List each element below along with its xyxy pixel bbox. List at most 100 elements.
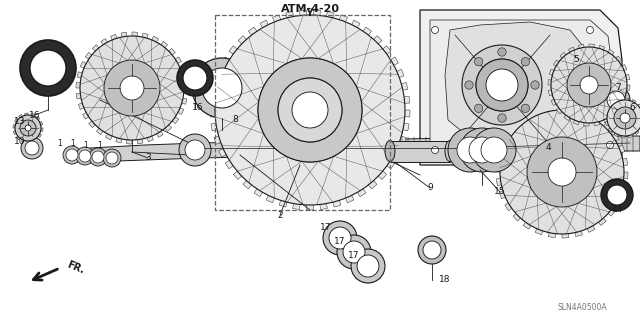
Wedge shape: [562, 172, 582, 237]
Circle shape: [21, 137, 43, 159]
Wedge shape: [85, 52, 132, 88]
Wedge shape: [225, 110, 310, 169]
Wedge shape: [229, 46, 310, 110]
Wedge shape: [127, 88, 132, 144]
Wedge shape: [562, 123, 611, 172]
Circle shape: [192, 58, 252, 118]
Text: 9: 9: [427, 183, 433, 192]
Circle shape: [498, 114, 506, 122]
Wedge shape: [625, 98, 629, 118]
Wedge shape: [243, 110, 310, 189]
Wedge shape: [310, 110, 387, 180]
Wedge shape: [132, 33, 148, 88]
Wedge shape: [614, 118, 625, 137]
Wedge shape: [625, 118, 633, 137]
Text: 3: 3: [145, 153, 151, 162]
Wedge shape: [562, 172, 622, 205]
Wedge shape: [573, 85, 589, 125]
Polygon shape: [420, 10, 622, 165]
Wedge shape: [219, 110, 310, 157]
Circle shape: [351, 249, 385, 283]
Text: SLN4A0500A: SLN4A0500A: [557, 303, 607, 313]
Wedge shape: [562, 133, 619, 172]
Circle shape: [448, 128, 492, 172]
Circle shape: [337, 235, 371, 269]
Circle shape: [465, 81, 473, 89]
Wedge shape: [605, 114, 625, 118]
Circle shape: [462, 45, 542, 125]
Circle shape: [418, 236, 446, 264]
Circle shape: [586, 26, 593, 33]
Wedge shape: [92, 45, 132, 88]
Wedge shape: [234, 110, 310, 180]
Text: 14: 14: [612, 205, 624, 214]
Wedge shape: [621, 118, 625, 138]
Wedge shape: [310, 27, 372, 110]
Circle shape: [177, 60, 213, 96]
Text: 17: 17: [348, 251, 360, 261]
Wedge shape: [216, 69, 310, 110]
Wedge shape: [548, 85, 589, 96]
Wedge shape: [310, 20, 360, 110]
Circle shape: [25, 125, 31, 131]
Wedge shape: [625, 118, 640, 129]
Wedge shape: [28, 116, 40, 128]
Circle shape: [66, 149, 78, 161]
Wedge shape: [132, 48, 175, 88]
Wedge shape: [589, 56, 621, 85]
Wedge shape: [310, 36, 382, 110]
Wedge shape: [212, 82, 310, 110]
Circle shape: [607, 142, 614, 149]
Wedge shape: [562, 106, 576, 172]
Wedge shape: [529, 112, 562, 172]
Wedge shape: [132, 88, 187, 104]
Circle shape: [104, 60, 160, 116]
Circle shape: [607, 91, 625, 109]
Circle shape: [607, 100, 640, 136]
Wedge shape: [132, 57, 181, 88]
Circle shape: [215, 15, 405, 205]
Wedge shape: [132, 77, 188, 88]
Circle shape: [602, 86, 630, 114]
Wedge shape: [273, 15, 310, 110]
Wedge shape: [132, 88, 143, 144]
Circle shape: [423, 241, 441, 259]
Wedge shape: [562, 172, 628, 179]
Wedge shape: [254, 110, 310, 197]
Text: 17: 17: [320, 224, 332, 233]
Wedge shape: [28, 128, 37, 142]
Wedge shape: [286, 11, 310, 110]
Wedge shape: [549, 69, 589, 85]
Wedge shape: [513, 172, 562, 221]
Text: 16: 16: [29, 110, 41, 120]
Wedge shape: [505, 172, 562, 211]
Circle shape: [431, 26, 438, 33]
Wedge shape: [28, 122, 43, 128]
Wedge shape: [15, 119, 28, 128]
Text: 15: 15: [494, 188, 506, 197]
Wedge shape: [214, 110, 310, 144]
Wedge shape: [579, 44, 589, 85]
Text: ATM-4-20: ATM-4-20: [280, 4, 339, 14]
Wedge shape: [589, 85, 625, 110]
Wedge shape: [502, 139, 562, 172]
Circle shape: [25, 141, 39, 155]
Text: 4: 4: [545, 144, 551, 152]
Wedge shape: [560, 52, 589, 85]
Wedge shape: [132, 88, 163, 137]
Wedge shape: [300, 10, 310, 110]
Wedge shape: [307, 110, 314, 210]
Circle shape: [486, 69, 518, 101]
Wedge shape: [562, 115, 601, 172]
Circle shape: [551, 47, 627, 123]
Wedge shape: [562, 172, 569, 238]
Wedge shape: [310, 110, 406, 144]
Circle shape: [580, 76, 598, 94]
Circle shape: [258, 58, 362, 162]
Circle shape: [278, 78, 342, 142]
Circle shape: [20, 120, 36, 136]
Wedge shape: [509, 128, 562, 172]
Polygon shape: [445, 22, 590, 140]
Circle shape: [620, 113, 630, 123]
Wedge shape: [310, 10, 321, 110]
